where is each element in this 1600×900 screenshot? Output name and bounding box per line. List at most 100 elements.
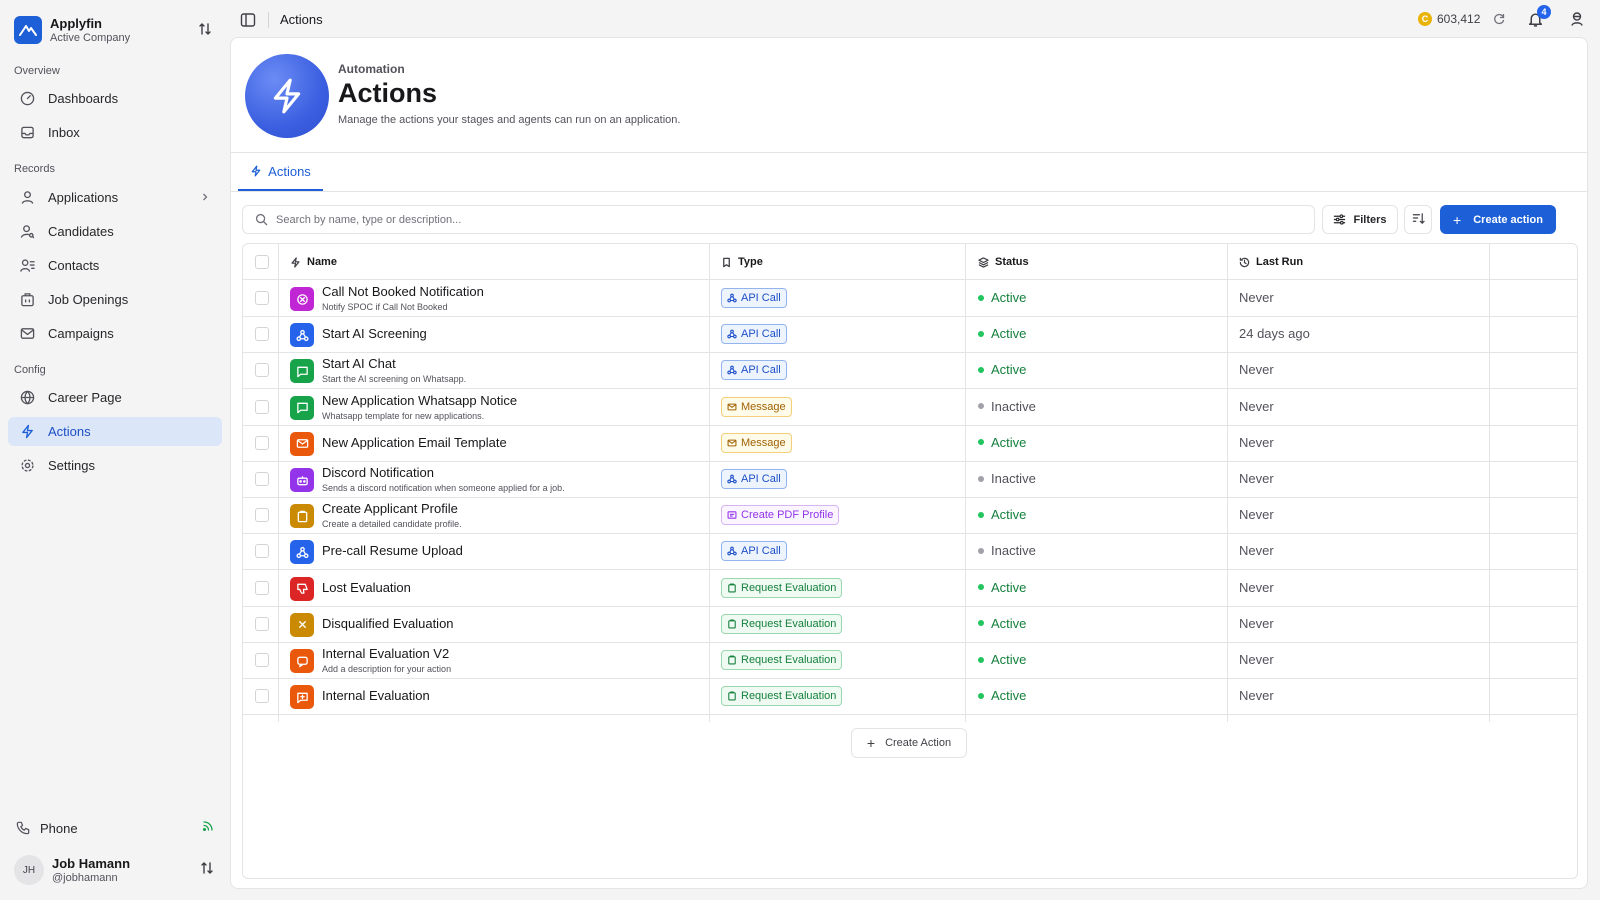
table-row[interactable]: Pre-call Resume Upload API Call Inactive Ne… — [243, 533, 1577, 571]
create-action-inline-button[interactable]: + Create Action — [851, 728, 967, 758]
webhook-icon — [727, 293, 737, 303]
type-badge: Request Evaluation — [721, 577, 843, 598]
sidebar-toggle-icon[interactable] — [240, 12, 256, 28]
action-name[interactable]: New Application Whatsapp Notice — [322, 392, 518, 408]
table-row[interactable]: New Application Email Template Message Act… — [243, 425, 1577, 462]
table-row[interactable]: Disqualified Evaluation Request Evaluatio… — [243, 606, 1577, 643]
table-row[interactable]: Internal Evaluation V2 Add a description … — [243, 642, 1577, 679]
sidebar-item-label: Inbox — [48, 125, 80, 140]
sidebar-item-settings[interactable]: Settings — [8, 451, 222, 480]
company-subtitle: Active Company — [50, 32, 131, 44]
status-label: Active — [991, 326, 1027, 342]
action-name[interactable]: Discord Notification — [322, 465, 434, 480]
refresh-icon[interactable] — [1492, 12, 1506, 29]
webhook-icon — [727, 329, 737, 339]
status-badge: Active — [978, 580, 1026, 595]
sidebar-item-label: Dashboards — [48, 91, 119, 106]
status-badge: Active — [978, 435, 1026, 450]
create-action-label: Create action — [1473, 213, 1543, 226]
row-checkbox[interactable] — [255, 327, 269, 342]
type-label: Request Evaluation — [741, 581, 837, 594]
row-checkbox[interactable] — [255, 653, 269, 667]
sidebar-item-label: Applications — [48, 190, 119, 205]
sidebar-item-campaigns[interactable]: Campaigns — [8, 319, 222, 348]
row-checkbox[interactable] — [255, 291, 269, 305]
status-label: Inactive — [991, 543, 1036, 559]
column-header-type[interactable]: Type — [721, 244, 763, 280]
action-description: Create a detailed candidate profile. — [322, 519, 462, 530]
sidebar-item-inbox[interactable]: Inbox — [8, 118, 222, 147]
switch-arrows-icon[interactable] — [196, 20, 214, 38]
table-row[interactable]: Create Applicant Profile Create a detaile… — [243, 497, 1577, 535]
row-checkbox[interactable] — [255, 472, 269, 486]
status-badge: Active — [978, 326, 1026, 341]
row-checkbox[interactable] — [255, 363, 269, 378]
tab-actions[interactable]: Actions — [238, 153, 323, 191]
last-run: Never — [1239, 579, 1274, 595]
building-icon — [18, 291, 36, 309]
sidebar-item-candidates[interactable]: Candidates — [8, 217, 222, 246]
company-switcher[interactable]: Applyfin Active Company — [14, 14, 214, 46]
phone-status[interactable]: Phone — [14, 818, 214, 838]
help-agent-icon[interactable] — [1569, 11, 1585, 30]
filters-button[interactable]: Filters — [1322, 205, 1398, 234]
credits-balance[interactable]: C 603,412 — [1418, 12, 1480, 26]
status-dot — [978, 656, 984, 663]
column-divider — [278, 244, 279, 722]
divider — [231, 152, 1587, 153]
sidebar-item-applications[interactable]: Applications — [8, 183, 222, 212]
table-row[interactable]: Lost Evaluation Request Evaluation Active N… — [243, 570, 1577, 607]
row-checkbox[interactable] — [255, 508, 269, 523]
bookmark-icon — [721, 257, 732, 268]
tab-label: Actions — [268, 163, 311, 179]
column-header-status[interactable]: Status — [978, 244, 1029, 280]
sort-button[interactable] — [1404, 205, 1432, 234]
last-run: Never — [1239, 507, 1274, 523]
search-box[interactable] — [242, 205, 1315, 234]
user-handle: @jobhamann — [52, 872, 118, 884]
column-header-last-run[interactable]: Last Run — [1239, 244, 1303, 280]
action-name[interactable]: Internal Evaluation — [322, 688, 430, 704]
row-checkbox[interactable] — [255, 616, 269, 631]
table-row[interactable]: Start AI Chat Start the AI screening on W… — [243, 352, 1577, 390]
row-checkbox[interactable] — [255, 689, 269, 704]
type-badge: Message — [721, 396, 792, 417]
table-row[interactable]: Internal Evaluation Request Evaluation Act… — [243, 678, 1577, 716]
chat-icon — [290, 359, 314, 384]
phone-label: Phone — [40, 820, 78, 836]
type-badge: API Call — [721, 324, 787, 345]
table-row[interactable]: Discord Notification Sends a discord noti… — [243, 461, 1577, 498]
table-row[interactable]: Start AI Screening API Call Active 24 days … — [243, 316, 1577, 354]
row-checkbox[interactable] — [255, 435, 269, 450]
search-input[interactable] — [276, 213, 1256, 226]
action-name[interactable]: Start AI Screening — [322, 326, 427, 342]
action-name[interactable]: New Application Email Template — [322, 434, 507, 450]
action-name[interactable]: Internal Evaluation V2 — [322, 646, 450, 661]
column-header-name[interactable]: Name — [290, 244, 337, 280]
action-name[interactable]: Lost Evaluation — [322, 579, 411, 595]
action-name[interactable]: Pre-call Resume Upload — [322, 543, 463, 559]
row-checkbox[interactable] — [255, 580, 269, 595]
sidebar-item-actions[interactable]: Actions — [8, 417, 222, 446]
action-name[interactable]: Disqualified Evaluation — [322, 615, 454, 631]
sidebar-item-contacts[interactable]: Contacts — [8, 251, 222, 280]
action-name[interactable]: Create Applicant Profile — [322, 501, 458, 517]
sidebar-item-dashboards[interactable]: Dashboards — [8, 84, 222, 113]
action-name[interactable]: Start AI Chat — [322, 356, 396, 372]
switch-arrows-icon[interactable] — [200, 861, 214, 878]
status-badge: Active — [978, 507, 1026, 522]
status-dot — [978, 475, 984, 482]
create-action-button[interactable]: + Create action — [1440, 205, 1556, 234]
user-menu[interactable]: JH Job Hamann @jobhamann — [14, 854, 214, 886]
row-checkbox[interactable] — [255, 399, 269, 414]
sidebar-item-job-openings[interactable]: Job Openings — [8, 285, 222, 314]
row-checkbox[interactable] — [255, 544, 269, 559]
action-name[interactable]: Call Not Booked Notification — [322, 284, 484, 299]
last-run: Never — [1239, 652, 1274, 667]
table-row[interactable]: New Application Whatsapp Notice Whatsapp … — [243, 389, 1577, 426]
select-all-checkbox[interactable] — [255, 255, 269, 269]
sidebar: Applyfin Active Company Overview Dashboa… — [0, 0, 230, 900]
page-kicker: Automation — [338, 62, 405, 76]
table-row[interactable]: Call Not Booked Notification Notify SPOC … — [243, 280, 1577, 317]
sidebar-item-career-page[interactable]: Career Page — [8, 383, 222, 412]
